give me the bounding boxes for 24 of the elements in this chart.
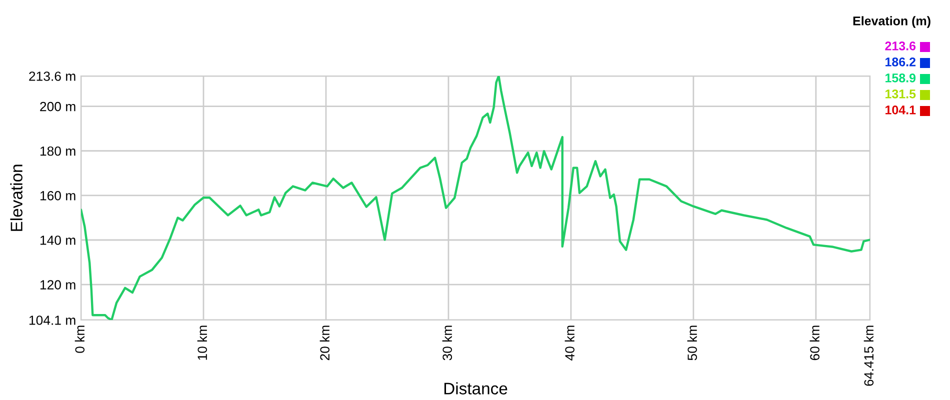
text: 158.9 (886, 74, 916, 82)
x-tick-label: 40 km (564, 326, 574, 360)
y-tick-label: 180 m (40, 146, 76, 156)
line-series (81, 76, 870, 320)
y-tick-label: 140 m (40, 236, 76, 245)
x-tick-label: 10 km (197, 326, 208, 360)
x-tick-label: 20 km (320, 326, 330, 360)
x-tick-label: 64.415 km (864, 326, 874, 386)
y-axis-title: Elevation (10, 164, 22, 231)
color-bar-title: Elevation (m) (853, 16, 930, 28)
text: 186.2 (886, 58, 916, 66)
y-tick-label: 104.1 m (29, 316, 76, 325)
y-tick-label: 213.6 m (29, 72, 76, 81)
x-tick-label: 0 km (74, 326, 85, 353)
x-axis-title: Distance (444, 382, 508, 394)
x-tick-label: 50 km (687, 326, 697, 360)
text: 104.1 (886, 106, 916, 114)
x-tick-label: 30 km (442, 326, 452, 360)
y-tick-label: 120 m (40, 280, 76, 290)
x-tick-label: 60 km (810, 326, 820, 360)
y-tick-label: 160 m (40, 191, 76, 200)
text: 131.5 (886, 90, 916, 98)
text: 213.6 (885, 42, 916, 50)
y-tick-label: 200 m (40, 102, 76, 112)
